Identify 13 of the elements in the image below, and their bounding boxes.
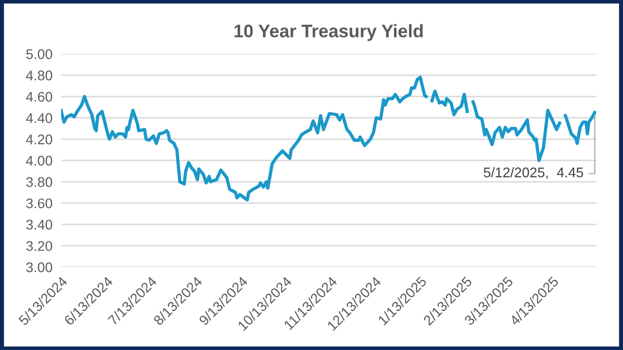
y-tick-label: 4.00 — [26, 156, 52, 166]
y-tick-label: 4.60 — [26, 92, 52, 102]
y-tick-label: 5.00 — [26, 49, 52, 60]
y-tick-label: 3.60 — [26, 198, 52, 208]
y-tick-label: 3.80 — [26, 177, 52, 187]
y-tick-label: 4.80 — [26, 70, 52, 80]
y-tick-label: 3.40 — [26, 220, 52, 230]
y-tick-label: 3.20 — [26, 241, 52, 251]
y-tick-label: 3.00 — [26, 262, 52, 272]
y-tick-label: 4.40 — [26, 113, 52, 124]
chart-title: 10 Year Treasury Yield — [234, 24, 423, 41]
y-tick-label: 4.20 — [26, 134, 52, 144]
annotation: 5/12/2025, 4.45 — [484, 167, 584, 179]
